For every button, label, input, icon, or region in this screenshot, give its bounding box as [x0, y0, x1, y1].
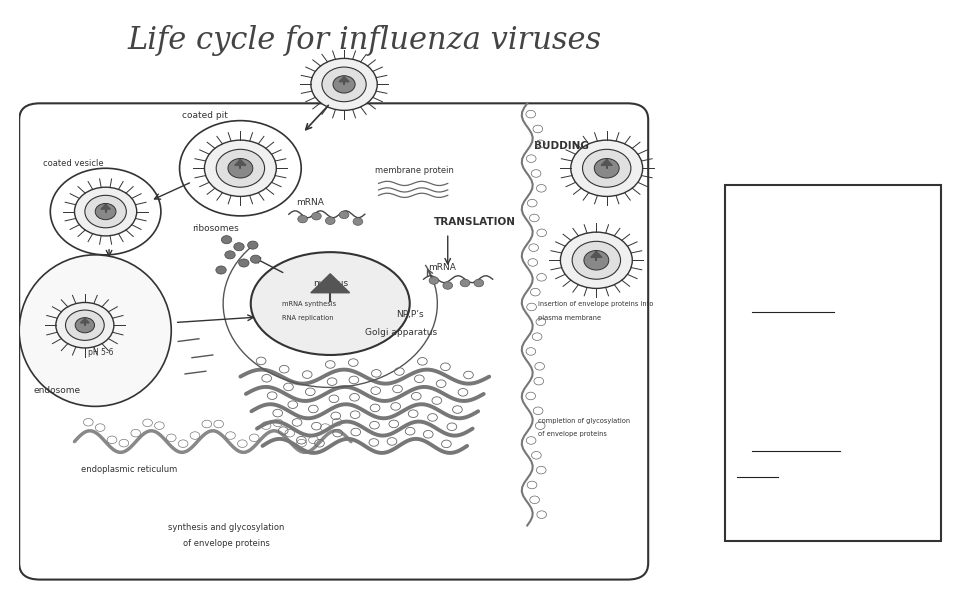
Text: synthesis and glycosylation: synthesis and glycosylation	[168, 523, 285, 532]
Ellipse shape	[251, 252, 410, 355]
Text: TRANSLATION: TRANSLATION	[434, 217, 516, 227]
Circle shape	[571, 140, 642, 196]
Circle shape	[572, 241, 620, 279]
Text: endosome: endosome	[33, 386, 80, 395]
Text: insertion of envelope proteins into: insertion of envelope proteins into	[538, 301, 653, 308]
Circle shape	[234, 243, 244, 251]
FancyBboxPatch shape	[725, 184, 941, 541]
Circle shape	[225, 251, 235, 259]
Circle shape	[216, 149, 265, 187]
Circle shape	[443, 282, 452, 289]
Text: ribosomes: ribosomes	[192, 223, 239, 232]
Circle shape	[222, 236, 231, 244]
Circle shape	[56, 303, 114, 348]
Text: shift: shift	[737, 475, 777, 493]
Circle shape	[65, 310, 105, 340]
Text: ): )	[778, 475, 784, 493]
Circle shape	[339, 211, 348, 219]
Polygon shape	[339, 77, 349, 82]
Text: coated vesicle: coated vesicle	[43, 159, 104, 167]
Circle shape	[429, 277, 439, 284]
Circle shape	[583, 149, 631, 187]
Ellipse shape	[19, 255, 171, 407]
Circle shape	[95, 204, 116, 220]
Circle shape	[594, 159, 619, 178]
Text: of envelope proteins: of envelope proteins	[538, 431, 607, 437]
Text: RNA replication: RNA replication	[282, 315, 333, 321]
Circle shape	[333, 76, 355, 93]
Polygon shape	[311, 274, 349, 293]
Circle shape	[460, 279, 469, 287]
Circle shape	[228, 159, 252, 178]
Circle shape	[239, 259, 249, 267]
Polygon shape	[590, 252, 602, 257]
Text: ): )	[834, 309, 841, 327]
Text: plasma membrane: plasma membrane	[538, 315, 601, 321]
Text: nucleus: nucleus	[313, 279, 348, 288]
Text: BUDDING: BUDDING	[534, 141, 589, 151]
Circle shape	[312, 212, 322, 220]
Circle shape	[216, 266, 227, 274]
Polygon shape	[235, 159, 246, 165]
Circle shape	[325, 217, 335, 224]
Circle shape	[298, 215, 307, 223]
Circle shape	[561, 232, 633, 288]
Text: endoplasmic reticulum: endoplasmic reticulum	[82, 466, 178, 474]
Circle shape	[322, 67, 366, 101]
Circle shape	[311, 58, 377, 110]
Text: -Segmentert
genom (: -Segmentert genom (	[737, 401, 851, 443]
Text: mRNA synthesis: mRNA synthesis	[282, 301, 336, 308]
Text: mRNA: mRNA	[296, 198, 324, 207]
Text: membrane protein: membrane protein	[375, 165, 454, 175]
Text: mRNA: mRNA	[428, 263, 456, 272]
Circle shape	[584, 250, 609, 270]
Text: pH 5-6: pH 5-6	[88, 348, 114, 357]
Text: Golgi apparatus: Golgi apparatus	[365, 328, 437, 337]
Circle shape	[474, 279, 484, 287]
Text: antigen: antigen	[752, 449, 820, 467]
Circle shape	[75, 317, 94, 333]
Circle shape	[75, 187, 136, 236]
Circle shape	[84, 196, 127, 228]
Text: Life cycle for influenza viruses: Life cycle for influenza viruses	[128, 25, 602, 55]
Text: coated pit: coated pit	[181, 111, 228, 121]
Circle shape	[204, 140, 276, 196]
Circle shape	[251, 255, 261, 263]
Text: -ssRNA: -ssRNA	[737, 358, 801, 376]
Text: NP,P’s: NP,P’s	[396, 310, 423, 319]
Text: of envelope proteins: of envelope proteins	[183, 539, 270, 548]
Polygon shape	[81, 319, 89, 323]
Polygon shape	[601, 159, 612, 165]
Text: -Kappevirus: -Kappevirus	[737, 216, 845, 234]
Text: completion of glycosylation: completion of glycosylation	[538, 418, 630, 424]
Circle shape	[353, 218, 363, 225]
FancyBboxPatch shape	[19, 103, 648, 579]
Circle shape	[248, 241, 258, 249]
Text: -HA og NA –
overflateproteiner
(: -HA og NA – overflateproteiner (	[737, 260, 901, 325]
Text: antigen drift: antigen drift	[752, 309, 863, 327]
Polygon shape	[101, 204, 110, 209]
